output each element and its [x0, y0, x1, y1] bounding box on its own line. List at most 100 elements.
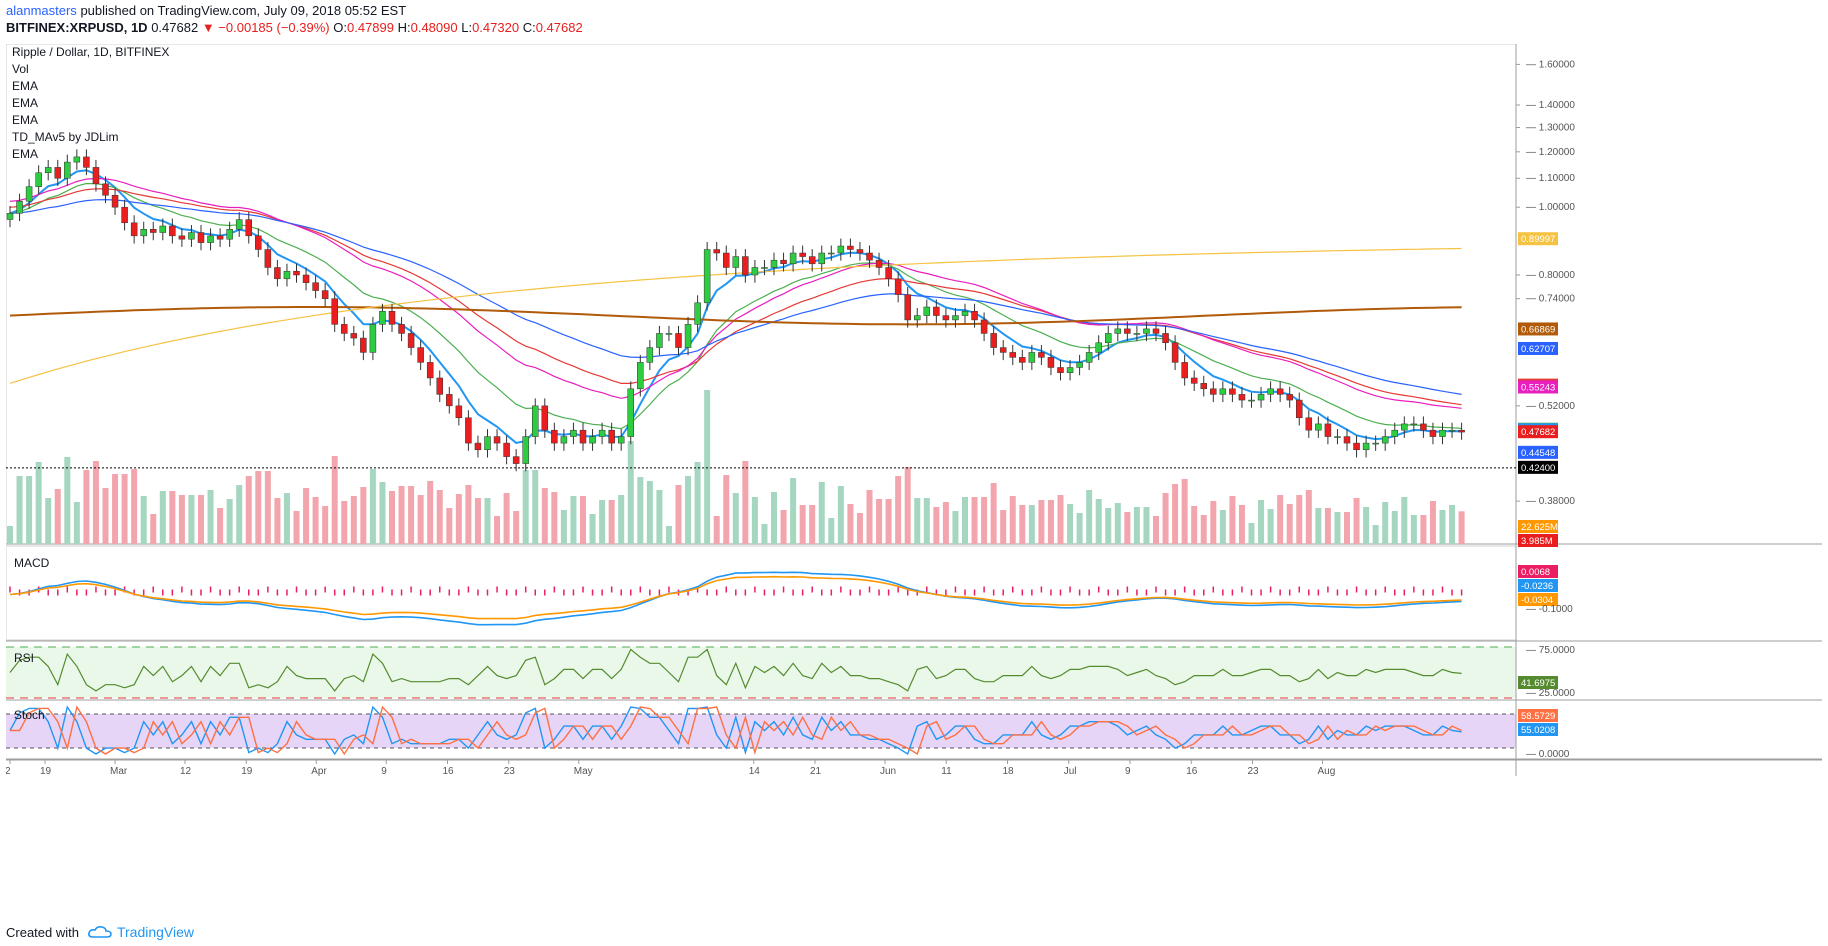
- ema-brown-line: [9, 306, 1462, 326]
- candle-body: [703, 249, 711, 304]
- candle-body: [64, 161, 71, 179]
- volume-bar: [1248, 523, 1255, 544]
- macd-value-label-1: -0.0236: [1521, 581, 1553, 592]
- candle-body: [216, 235, 224, 240]
- volume-bar: [226, 499, 233, 544]
- volume-bar: [159, 491, 166, 544]
- volume-bar: [532, 470, 539, 544]
- cloud-icon: [88, 926, 112, 938]
- macd-tick-label: — -0.1000: [1526, 604, 1573, 615]
- volume-bar: [704, 390, 711, 544]
- chart-area[interactable]: — 1.60000 — 1.40000 — 1.30000 — 1.20000 — 1.…: [6, 44, 1822, 917]
- candle-body: [44, 167, 52, 174]
- candle-body: [73, 156, 81, 163]
- rsi-value-label: 41.6975: [1521, 678, 1555, 689]
- candle-body: [245, 219, 252, 237]
- ema-magenta-line: [9, 177, 1462, 409]
- volume-bar: [360, 487, 367, 544]
- candle-body: [532, 405, 539, 437]
- volume-bar: [35, 462, 42, 544]
- candle-body: [54, 167, 61, 179]
- candle-body: [369, 324, 377, 353]
- candle-body: [637, 362, 644, 390]
- volume-bar: [914, 498, 921, 544]
- candle-body: [1353, 442, 1360, 451]
- volume-bar: [1172, 484, 1179, 544]
- volume-bar: [1162, 493, 1169, 544]
- volume-bar: [799, 505, 806, 544]
- legend-td-ma[interactable]: TD_MAv5 by JDLim: [12, 130, 119, 144]
- volume-bar: [198, 495, 204, 544]
- volume-bar: [1458, 511, 1465, 544]
- volume-bar: [713, 516, 720, 544]
- published-text: published on TradingView.com, July 09, 2…: [80, 3, 407, 18]
- candle-body: [675, 333, 682, 348]
- volume-bar: [589, 514, 596, 544]
- candle-body: [1458, 429, 1465, 433]
- legend-ema-2[interactable]: EMA: [12, 96, 39, 110]
- rsi-tick-25: — 25.0000: [1526, 688, 1575, 699]
- legend-ema-3[interactable]: EMA: [12, 113, 39, 127]
- price-tick-label-6: — 0.80000: [1526, 270, 1575, 281]
- legend-vol[interactable]: Vol: [12, 62, 29, 76]
- volume-bar: [312, 497, 319, 544]
- x-tick-label-2: Mar: [110, 766, 128, 777]
- volume-bar: [73, 502, 80, 544]
- volume-bar: [322, 506, 329, 544]
- candle-body: [608, 429, 615, 444]
- candle-body: [493, 436, 501, 444]
- volume-bar: [560, 510, 567, 544]
- open-value: 0.47899: [346, 20, 394, 35]
- x-tick-label-1: 19: [40, 766, 52, 777]
- x-tick-label-4: 19: [241, 766, 253, 777]
- candle-body: [818, 252, 825, 265]
- volume-bar: [1019, 505, 1026, 544]
- candle-body: [1047, 357, 1055, 368]
- volume-bar: [847, 504, 854, 544]
- candle-body: [1334, 436, 1341, 438]
- volume-bar: [856, 513, 863, 544]
- candle-body: [1200, 383, 1207, 390]
- volume-bar: [627, 441, 634, 544]
- legend-ema-1[interactable]: EMA: [12, 79, 39, 93]
- volume-bar: [1324, 508, 1331, 544]
- macd-line: [9, 571, 1462, 626]
- volume-bar: [484, 498, 491, 544]
- candle-body: [1143, 328, 1150, 334]
- volume-bar: [112, 474, 119, 544]
- stoch-value-label-1: 55.0208: [1521, 725, 1555, 736]
- volume-bar: [1429, 501, 1436, 544]
- volume-bar: [474, 498, 481, 544]
- candle-body: [541, 405, 549, 431]
- candle-body: [83, 156, 90, 168]
- volume-bar: [236, 485, 243, 544]
- volume-bar: [331, 456, 338, 544]
- price-tick-label-9: — 0.38000: [1526, 496, 1575, 507]
- price-change: ▼ −0.00185 (−0.39%): [201, 20, 330, 35]
- rsi-value-bg: [1518, 676, 1558, 689]
- volume-bar: [933, 507, 940, 544]
- macd-value-label-0: 0.0068: [1521, 567, 1550, 578]
- candle-body: [130, 222, 138, 237]
- volume-bar: [580, 496, 586, 544]
- x-tick-label-7: 16: [443, 766, 455, 777]
- candle-body: [1286, 394, 1293, 401]
- candle-body: [379, 310, 386, 325]
- volume-bar: [121, 474, 128, 544]
- legend-ema-4[interactable]: EMA: [12, 147, 39, 161]
- x-tick-label-14: 18: [1003, 766, 1015, 777]
- macd-label-bg-1: [1518, 579, 1558, 592]
- volume-bar: [16, 476, 23, 544]
- candle-body: [1401, 423, 1408, 431]
- tradingview-logo[interactable]: TradingView: [87, 924, 194, 940]
- volume-bar: [1238, 505, 1245, 544]
- ema-blue-line: [9, 169, 1462, 444]
- chart-canvas[interactable]: — 1.60000 — 1.40000 — 1.30000 — 1.20000 — 1.…: [6, 44, 1822, 917]
- price-label-11: 3.985M: [1521, 536, 1553, 547]
- candle-body: [1257, 394, 1265, 401]
- price-label-bg-11: [1518, 534, 1558, 547]
- candle-body: [589, 436, 596, 444]
- author-link[interactable]: alanmasters: [6, 3, 77, 18]
- volume-bar: [599, 500, 606, 544]
- price-tick-label-8: — 0.52000: [1526, 401, 1575, 412]
